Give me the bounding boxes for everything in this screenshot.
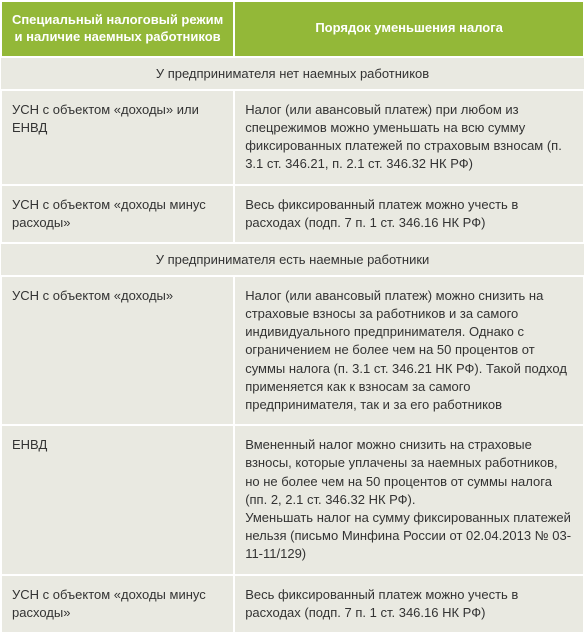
tax-table: Специальный налоговый режим и наличие на… (0, 0, 585, 634)
cell-regime: УСН с объектом «доходы минус расходы» (1, 185, 234, 243)
header-left: Специальный налоговый режим и наличие на… (1, 1, 234, 57)
table-row: УСН с объектом «доходы» Налог (или аванс… (1, 276, 584, 425)
cell-desc: Весь фиксированный платеж можно учесть в… (234, 185, 584, 243)
cell-desc: Налог (или авансовый платеж) можно снизи… (234, 276, 584, 425)
cell-regime: УСН с объектом «доходы минус расходы» (1, 575, 234, 633)
table-row: УСН с объектом «доходы минус расходы» Ве… (1, 575, 584, 633)
table-header-row: Специальный налоговый режим и наличие на… (1, 1, 584, 57)
table-row: ЕНВД Вмененный налог можно снизить на ст… (1, 425, 584, 574)
header-right: Порядок уменьшения налога (234, 1, 584, 57)
table-row: УСН с объектом «доходы» или ЕНВД Налог (… (1, 90, 584, 185)
cell-desc: Налог (или авансовый платеж) при любом и… (234, 90, 584, 185)
section-title: У предпринимателя нет наемных работников (1, 57, 584, 90)
cell-desc: Вмененный налог можно снизить на страхов… (234, 425, 584, 574)
cell-regime: УСН с объектом «доходы» или ЕНВД (1, 90, 234, 185)
section-title-row: У предпринимателя есть наемные работники (1, 243, 584, 276)
section-title: У предпринимателя есть наемные работники (1, 243, 584, 276)
section-title-row: У предпринимателя нет наемных работников (1, 57, 584, 90)
cell-desc: Весь фиксированный платеж можно учесть в… (234, 575, 584, 633)
cell-regime: УСН с объектом «доходы» (1, 276, 234, 425)
table-row: УСН с объектом «доходы минус расходы» Ве… (1, 185, 584, 243)
cell-regime: ЕНВД (1, 425, 234, 574)
